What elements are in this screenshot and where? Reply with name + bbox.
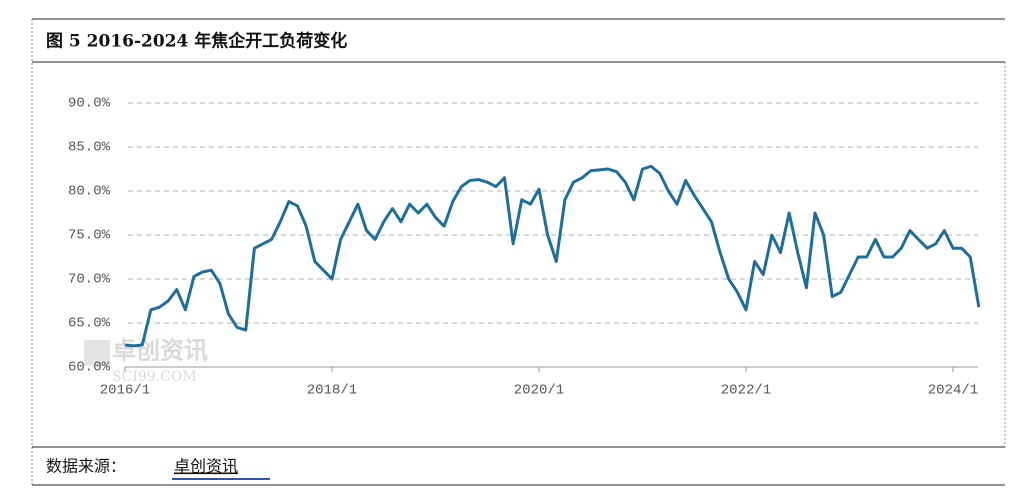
x-tick-label: 2016/1 (100, 383, 150, 399)
watermark-logo (84, 340, 110, 366)
source-label: 数据来源： (46, 457, 126, 476)
watermark: 卓创资讯 (112, 336, 208, 365)
x-tick-label: 2022/1 (721, 383, 771, 399)
y-tick-label: 65.0% (68, 316, 111, 332)
chart-title: 图 5 2016-2024 年焦企开工负荷变化 (46, 31, 347, 52)
y-tick-label: 60.0% (68, 360, 111, 376)
watermark-sub: SCI99.COM (112, 369, 197, 385)
y-tick-label: 80.0% (68, 184, 111, 200)
x-tick-label: 2020/1 (514, 383, 564, 399)
x-tick-label: 2018/1 (307, 383, 357, 399)
y-tick-label: 85.0% (68, 140, 111, 156)
y-tick-label: 90.0% (68, 96, 111, 112)
x-tick-label: 2024/1 (928, 383, 978, 399)
source: 卓创资讯 (174, 457, 238, 476)
y-tick-label: 75.0% (68, 228, 111, 244)
y-tick-label: 70.0% (68, 272, 111, 288)
line-series (124, 164, 981, 348)
